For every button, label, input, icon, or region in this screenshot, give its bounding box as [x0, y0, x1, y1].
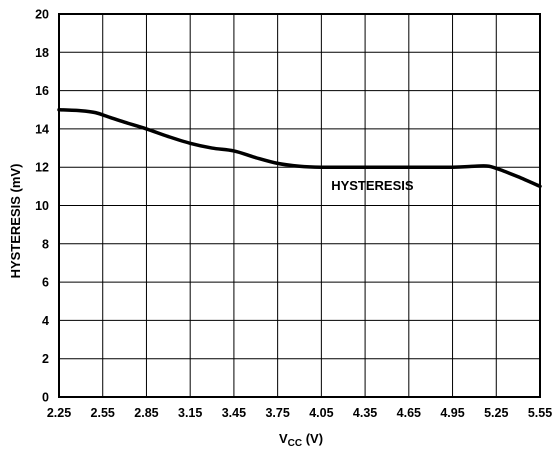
y-tick-label: 2 — [42, 352, 49, 366]
y-axis-title: HYSTERESIS (mV) — [8, 164, 23, 279]
y-tick-label: 14 — [35, 122, 49, 136]
x-tick-label: 3.45 — [222, 406, 246, 420]
x-tick-label: 2.25 — [47, 406, 71, 420]
plot-frame — [58, 13, 541, 398]
x-tick-label: 4.35 — [353, 406, 377, 420]
y-tick-label: 20 — [35, 8, 49, 22]
x-tick-label: 5.25 — [484, 406, 508, 420]
annotations: HYSTERESIS — [331, 178, 414, 193]
x-tick-label: 2.55 — [91, 406, 115, 420]
series-line-hysteresis — [57, 108, 542, 189]
y-tick-label: 6 — [42, 276, 49, 290]
x-tick-label: 3.15 — [178, 406, 202, 420]
x-axis-title-subscript: CC — [288, 438, 302, 449]
grid — [58, 13, 541, 398]
x-axis-title-unit: (V) — [302, 431, 323, 446]
x-tick-label: 4.05 — [309, 406, 333, 420]
y-tick-label: 16 — [35, 84, 49, 98]
x-axis-title-main: V — [279, 431, 288, 446]
x-tick-label: 3.75 — [265, 406, 289, 420]
x-tick-label: 4.65 — [397, 406, 421, 420]
y-tick-label: 12 — [35, 161, 49, 175]
x-axis-title: VCC (V) — [279, 431, 323, 449]
x-tick-labels: 2.25 2.55 2.85 3.15 3.45 3.75 4.05 4.35 4.65 4.95… — [47, 406, 552, 420]
y-tick-labels: 0 2 4 6 8 10 12 14 16 18 20 — [35, 8, 49, 405]
y-tick-label: 10 — [35, 199, 49, 213]
y-tick-label: 18 — [35, 46, 49, 60]
x-tick-label: 5.55 — [528, 406, 552, 420]
y-tick-label: 4 — [42, 314, 49, 328]
series-annotation-label: HYSTERESIS — [331, 178, 414, 193]
x-tick-label: 4.95 — [440, 406, 464, 420]
y-tick-label: 0 — [42, 391, 49, 405]
x-tick-label: 2.85 — [134, 406, 158, 420]
y-tick-label: 8 — [42, 237, 49, 251]
